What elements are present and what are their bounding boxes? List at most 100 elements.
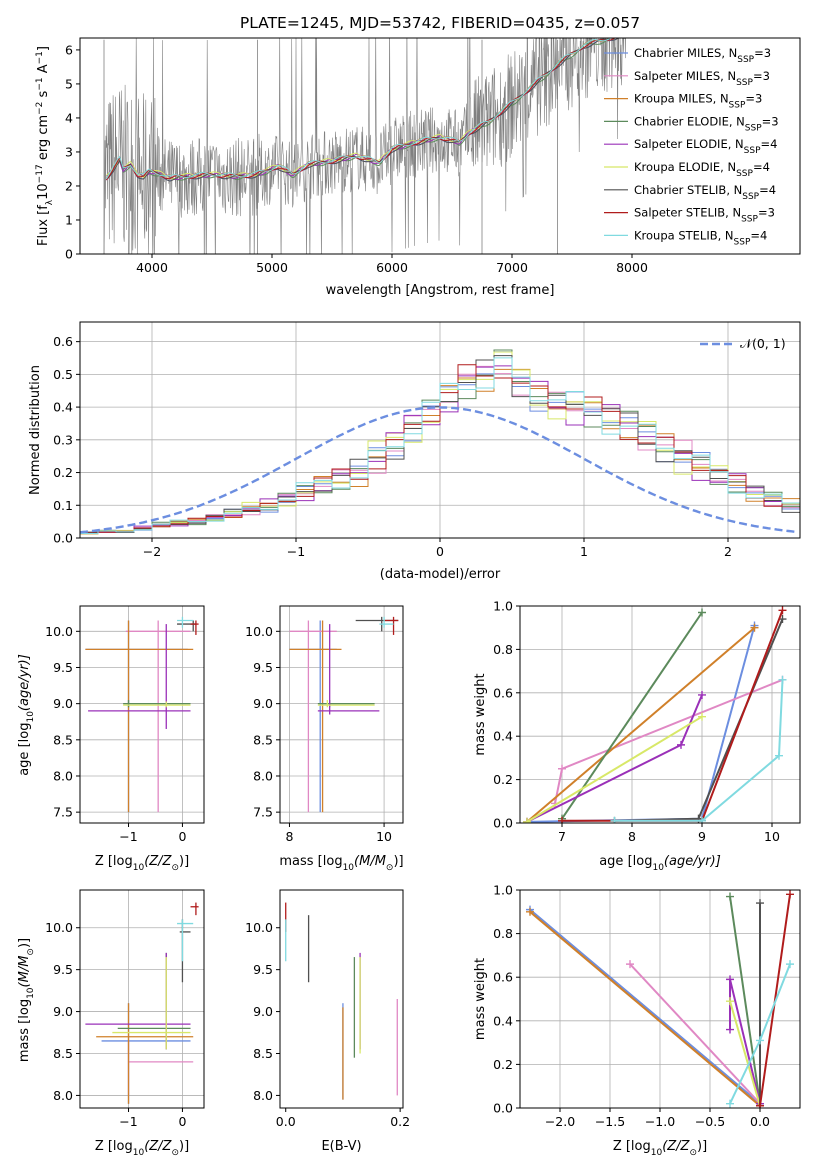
x-tick-label: 8 — [628, 829, 636, 844]
y-tick-label: 0.2 — [53, 465, 73, 480]
y-tick-label: 10.0 — [245, 624, 273, 639]
axes-frame — [79, 889, 205, 1109]
x-tick-label: 0 — [178, 1114, 186, 1129]
plot-area — [80, 349, 800, 538]
plot-area — [285, 902, 398, 1100]
y-tick-label: 5 — [65, 76, 73, 91]
y-tick-label: 0.0 — [493, 816, 513, 831]
x-axis-label: age [log10(age/yr)] — [599, 854, 721, 873]
x-tick-label: 0.2 — [390, 1114, 410, 1129]
y-tick-label: 10.0 — [245, 920, 273, 935]
plot-area — [289, 616, 399, 813]
normal-curve — [80, 406, 798, 534]
weight-line-3 — [561, 611, 703, 820]
weight-line-2 — [526, 626, 756, 823]
y-tick-label: 0.4 — [493, 1013, 513, 1028]
legend-entry: Chabrier ELODIE, NSSP=3 — [634, 114, 779, 133]
weight-marker — [626, 960, 634, 969]
weight-marker — [726, 975, 734, 984]
histogram-8 — [80, 357, 800, 538]
legend-entry: Kroupa MILES, NSSP=3 — [634, 92, 762, 111]
x-axis-label: mass [log10(M/M⊙)] — [279, 854, 403, 873]
y-tick-label: 0.6 — [493, 970, 513, 985]
x-tick-label: −2.0 — [545, 1114, 575, 1129]
model-spectrum-5 — [106, 126, 482, 180]
x-tick-label: 6000 — [376, 260, 408, 275]
plot-area — [526, 890, 794, 1108]
y-tick-label: 4 — [65, 110, 73, 125]
model-spectrum-8 — [105, 38, 612, 180]
x-tick-label: −1 — [287, 544, 305, 559]
y-tick-label: 8.5 — [53, 732, 73, 747]
weight-marker — [726, 892, 734, 901]
weight-marker — [756, 1101, 764, 1108]
weight-marker — [698, 608, 706, 617]
y-tick-label: 9.5 — [253, 962, 273, 977]
axes-frame — [279, 889, 404, 1109]
weight-marker — [526, 907, 534, 916]
x-tick-label: 8 — [285, 829, 293, 844]
y-tick-label: 0.1 — [53, 498, 73, 513]
histogram-2 — [80, 368, 800, 538]
x-tick-label: −2 — [143, 544, 161, 559]
y-tick-label: 0.8 — [493, 642, 513, 657]
x-tick-label: 7000 — [496, 260, 528, 275]
y-tick-label: 9.5 — [53, 962, 73, 977]
y-tick-label: 7.5 — [53, 805, 73, 820]
figure-title: PLATE=1245, MJD=53742, FIBERID=0435, z=0… — [240, 14, 640, 32]
weight-line-3 — [729, 896, 761, 1104]
x-axis-label: Z [log10(Z/Z⊙)] — [613, 1139, 707, 1158]
y-tick-label: 8.5 — [53, 1046, 73, 1061]
x-tick-label: 0 — [178, 829, 186, 844]
panel-mass-vs-Z: −1 0 8.0 8.5 9.0 9.5 10.0 Z [log10(Z/Z⊙)] mass [… — [17, 889, 205, 1158]
y-tick-label: 0.0 — [53, 531, 73, 546]
weight-marker — [775, 751, 783, 760]
y-tick-label: 8.5 — [253, 1046, 273, 1061]
y-tick-label: 8.0 — [53, 1088, 73, 1103]
weight-marker — [698, 712, 706, 721]
x-tick-label: −0.5 — [695, 1114, 725, 1129]
plot-area — [523, 606, 787, 823]
weight-line-5 — [729, 1000, 761, 1107]
x-tick-label: 5000 — [256, 260, 288, 275]
y-tick-label: 9.5 — [253, 660, 273, 675]
weight-marker — [558, 764, 566, 773]
observed-spectrum — [103, 38, 626, 254]
panel-age-vs-mass: 8 10 7.5 8.0 8.5 9.0 9.5 10.0 mass [log10(M/M⊙)] — [245, 605, 404, 873]
histogram-4 — [80, 365, 800, 538]
y-tick-label: 8.5 — [253, 732, 273, 747]
x-tick-label: 10 — [764, 829, 780, 844]
x-axis-label: (data-model)/error — [380, 567, 501, 582]
axes-frame — [519, 605, 801, 824]
y-tick-label: 0.5 — [53, 367, 73, 382]
y-tick-label: 7.5 — [253, 805, 273, 820]
legend-entry: Salpeter ELODIE, NSSP=4 — [634, 137, 777, 156]
y-tick-label: 0.2 — [493, 772, 513, 787]
plot-area — [103, 38, 626, 254]
weight-marker — [778, 606, 787, 615]
y-tick-label: 0.2 — [493, 1057, 513, 1072]
histogram-5 — [80, 351, 800, 538]
weight-marker — [750, 623, 759, 632]
weight-marker — [726, 997, 734, 1006]
x-tick-label: −1 — [119, 829, 137, 844]
y-tick-label: 8.0 — [253, 768, 273, 783]
y-axis-label: Normed distribution — [28, 365, 43, 495]
panel-weight-vs-age: 7 8 9 10 0.0 0.2 0.4 0.6 0.8 1.0 mass weight age [l… — [473, 599, 801, 873]
weight-line-5 — [526, 715, 703, 823]
y-tick-label: 3 — [65, 144, 73, 159]
axes-frame — [79, 605, 205, 824]
x-tick-label: 1 — [580, 544, 588, 559]
legend-entry: Salpeter MILES, NSSP=3 — [634, 69, 770, 88]
weight-marker — [698, 816, 706, 823]
weight-marker — [610, 816, 619, 823]
y-axis-label: mass weight — [473, 958, 488, 1040]
y-tick-label: 2 — [65, 178, 73, 193]
y-tick-label: 9.0 — [53, 1004, 73, 1019]
y-tick-label: 8.0 — [253, 1088, 273, 1103]
y-tick-label: 0.3 — [53, 432, 73, 447]
x-tick-label: 7 — [558, 829, 566, 844]
y-tick-label: 0.6 — [493, 685, 513, 700]
